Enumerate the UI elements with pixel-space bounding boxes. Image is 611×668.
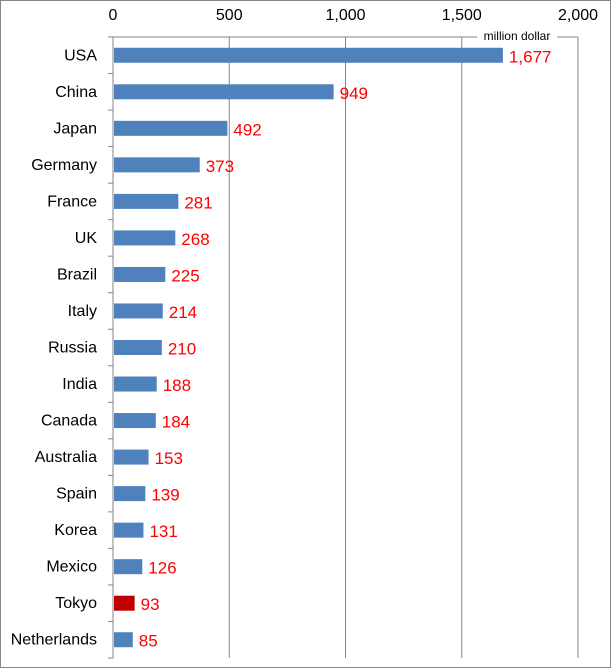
- bar-japan: [114, 120, 228, 136]
- bar-canada: [114, 413, 156, 429]
- category-label: India: [62, 376, 97, 393]
- category-label: Australia: [35, 449, 97, 466]
- x-tick-label: 0: [109, 7, 118, 24]
- data-label: 139: [151, 486, 179, 505]
- category-label: Mexico: [46, 559, 97, 576]
- x-tick-label: 500: [216, 7, 243, 24]
- data-label: 131: [149, 522, 177, 541]
- bar-netherlands: [114, 632, 133, 648]
- data-label: 281: [184, 193, 212, 212]
- category-label: Italy: [68, 303, 97, 320]
- category-label: Korea: [54, 522, 97, 539]
- data-label: 153: [155, 449, 183, 468]
- data-label: 1,677: [509, 47, 552, 66]
- x-tick-label: 1,500: [442, 7, 482, 24]
- bar-china: [114, 84, 334, 100]
- category-label: Germany: [31, 157, 97, 174]
- bar-russia: [114, 340, 162, 355]
- category-label: Japan: [53, 120, 97, 137]
- category-label: USA: [64, 47, 97, 64]
- data-label: 210: [168, 340, 196, 359]
- bar-india: [114, 376, 157, 392]
- data-label: 373: [206, 157, 234, 176]
- bar-brazil: [114, 266, 166, 282]
- bar-australia: [114, 449, 149, 465]
- bar-mexico: [114, 559, 143, 575]
- bar-korea: [114, 522, 144, 538]
- category-label: Brazil: [57, 266, 97, 283]
- data-label: 214: [169, 303, 197, 322]
- data-label: 492: [233, 120, 261, 139]
- data-label: 268: [181, 230, 209, 249]
- bar-germany: [114, 157, 200, 173]
- category-label: Spain: [56, 486, 97, 503]
- category-label: China: [55, 84, 97, 101]
- data-label: 93: [141, 595, 160, 614]
- category-label: UK: [75, 230, 98, 247]
- data-label: 188: [163, 376, 191, 395]
- data-label: 225: [171, 266, 199, 285]
- bar-spain: [114, 486, 146, 502]
- bar-tokyo: [114, 595, 135, 611]
- category-label: Russia: [48, 340, 97, 357]
- unit-label: million dollar: [484, 29, 551, 43]
- data-label: 126: [148, 559, 176, 578]
- x-tick-label: 2,000: [558, 7, 598, 24]
- category-label: France: [47, 193, 97, 210]
- bar-usa: [114, 47, 503, 63]
- data-label: 949: [340, 84, 368, 103]
- bar-france: [114, 193, 179, 209]
- category-label: Canada: [41, 413, 97, 430]
- bar-uk: [114, 230, 176, 246]
- category-label: Netherlands: [11, 632, 97, 649]
- x-tick-label: 1,000: [325, 7, 365, 24]
- category-label: Tokyo: [55, 595, 97, 612]
- data-label: 184: [162, 413, 190, 432]
- data-label: 85: [139, 632, 158, 651]
- bar-italy: [114, 303, 163, 319]
